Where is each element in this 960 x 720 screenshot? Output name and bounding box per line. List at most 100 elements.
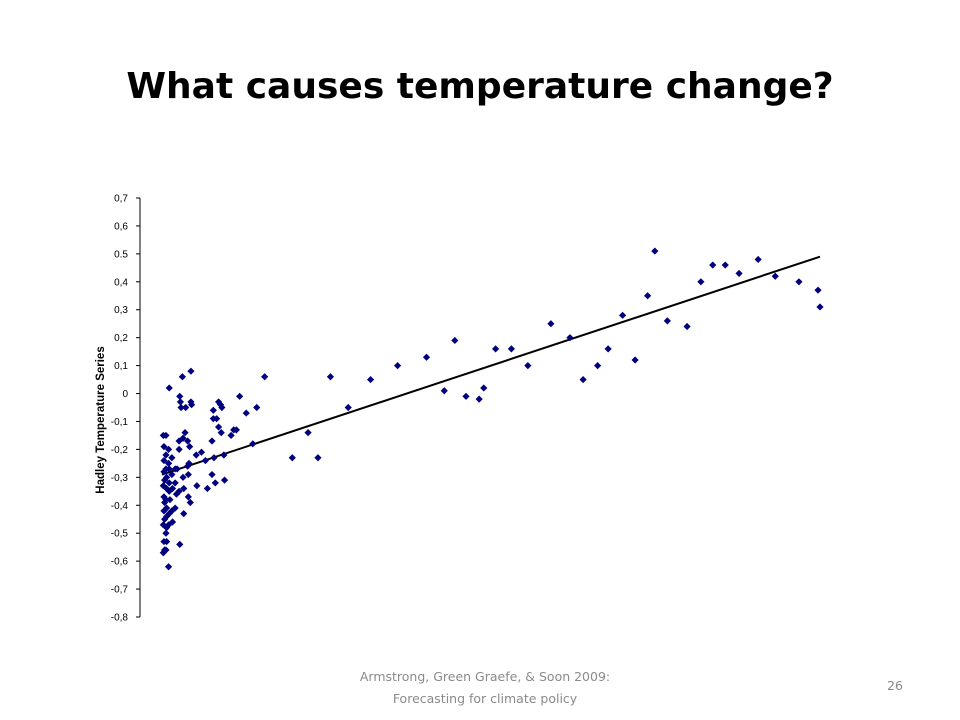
data-point bbox=[462, 392, 470, 400]
data-point bbox=[179, 473, 187, 481]
data-point bbox=[220, 476, 229, 484]
data-point bbox=[184, 462, 192, 470]
data-point bbox=[185, 459, 193, 467]
data-point bbox=[475, 395, 483, 403]
y-tick-label: -0,4 bbox=[111, 501, 129, 512]
data-point bbox=[604, 345, 612, 353]
data-point bbox=[203, 484, 212, 493]
data-point bbox=[213, 415, 221, 423]
data-point bbox=[236, 392, 244, 400]
data-point bbox=[164, 521, 173, 529]
data-point bbox=[326, 373, 335, 381]
data-point bbox=[314, 454, 322, 462]
y-tick-label: -0,5 bbox=[111, 529, 129, 540]
data-point bbox=[366, 375, 375, 384]
y-tick-label: -0,1 bbox=[111, 417, 129, 428]
y-tick-label: -0,3 bbox=[111, 473, 129, 484]
trend-line bbox=[161, 255, 821, 476]
data-point bbox=[165, 465, 173, 473]
data-point bbox=[201, 456, 210, 465]
data-point bbox=[218, 403, 226, 412]
data-point bbox=[182, 403, 190, 412]
data-point bbox=[209, 406, 217, 414]
y-tick-label: 0.5 bbox=[114, 249, 128, 260]
data-point bbox=[193, 482, 201, 490]
data-point bbox=[440, 387, 448, 395]
data-point bbox=[181, 429, 189, 437]
data-point bbox=[261, 373, 269, 381]
data-point bbox=[217, 429, 225, 437]
data-point bbox=[393, 362, 402, 370]
data-point bbox=[735, 269, 743, 278]
data-point bbox=[253, 403, 261, 412]
data-point bbox=[227, 431, 235, 440]
data-point bbox=[795, 278, 803, 286]
data-point bbox=[208, 437, 216, 445]
data-point bbox=[160, 507, 168, 515]
data-point bbox=[220, 451, 228, 459]
data-point bbox=[249, 440, 257, 448]
data-point bbox=[168, 507, 176, 515]
data-point bbox=[197, 448, 206, 456]
data-point bbox=[186, 443, 194, 451]
data-point bbox=[164, 459, 173, 467]
data-point bbox=[180, 484, 188, 493]
y-tick-label: 0,1 bbox=[114, 361, 128, 372]
data-point bbox=[164, 563, 173, 571]
data-point bbox=[184, 437, 192, 445]
footer-citation: Armstrong, Green Graefe, & Soon 2009: Fo… bbox=[330, 666, 640, 710]
data-point bbox=[547, 320, 555, 328]
data-point bbox=[214, 423, 223, 431]
data-point bbox=[232, 426, 240, 434]
data-point bbox=[619, 311, 627, 319]
data-point bbox=[163, 473, 171, 481]
data-point bbox=[162, 546, 170, 554]
data-point bbox=[187, 367, 195, 375]
y-tick-label: -0,6 bbox=[111, 557, 129, 568]
slide-number: 26 bbox=[887, 678, 903, 693]
data-point bbox=[816, 303, 824, 311]
data-point bbox=[176, 398, 185, 406]
data-point bbox=[492, 345, 500, 353]
y-tick-label: 0 bbox=[122, 389, 128, 400]
data-point bbox=[162, 529, 170, 537]
data-point bbox=[771, 272, 779, 280]
data-point bbox=[175, 445, 183, 453]
data-point bbox=[754, 255, 762, 264]
data-point bbox=[188, 401, 196, 409]
data-point bbox=[163, 504, 171, 512]
data-point bbox=[160, 468, 168, 476]
data-point bbox=[683, 322, 691, 331]
data-point bbox=[709, 261, 717, 269]
data-point bbox=[164, 445, 173, 453]
data-point bbox=[168, 470, 176, 479]
data-point bbox=[171, 479, 179, 487]
data-point bbox=[168, 484, 177, 493]
y-tick-label: 0,6 bbox=[114, 221, 128, 232]
data-point bbox=[814, 286, 822, 294]
y-tick-label: 0,7 bbox=[114, 194, 128, 205]
y-tick-label: 0,4 bbox=[114, 277, 128, 288]
data-point bbox=[168, 518, 177, 526]
data-point bbox=[179, 434, 187, 442]
data-point bbox=[344, 403, 352, 412]
data-point bbox=[184, 493, 192, 501]
data-point bbox=[175, 487, 183, 495]
slide-title: What causes temperature change? bbox=[126, 66, 834, 107]
data-point bbox=[177, 403, 185, 412]
data-point bbox=[651, 247, 659, 255]
y-tick-label: 0,2 bbox=[114, 333, 128, 344]
data-point bbox=[304, 429, 312, 437]
y-tick-label: -0,7 bbox=[111, 585, 129, 596]
data-point bbox=[163, 524, 171, 532]
data-point bbox=[162, 451, 170, 459]
data-point bbox=[160, 456, 168, 465]
data-point bbox=[242, 409, 250, 417]
data-point bbox=[524, 362, 532, 370]
data-point bbox=[176, 540, 184, 548]
data-point bbox=[451, 336, 459, 345]
data-point bbox=[631, 356, 639, 364]
data-point bbox=[163, 537, 171, 546]
data-point bbox=[186, 498, 194, 507]
y-axis-title: Hadley Temperature Series bbox=[95, 346, 107, 493]
